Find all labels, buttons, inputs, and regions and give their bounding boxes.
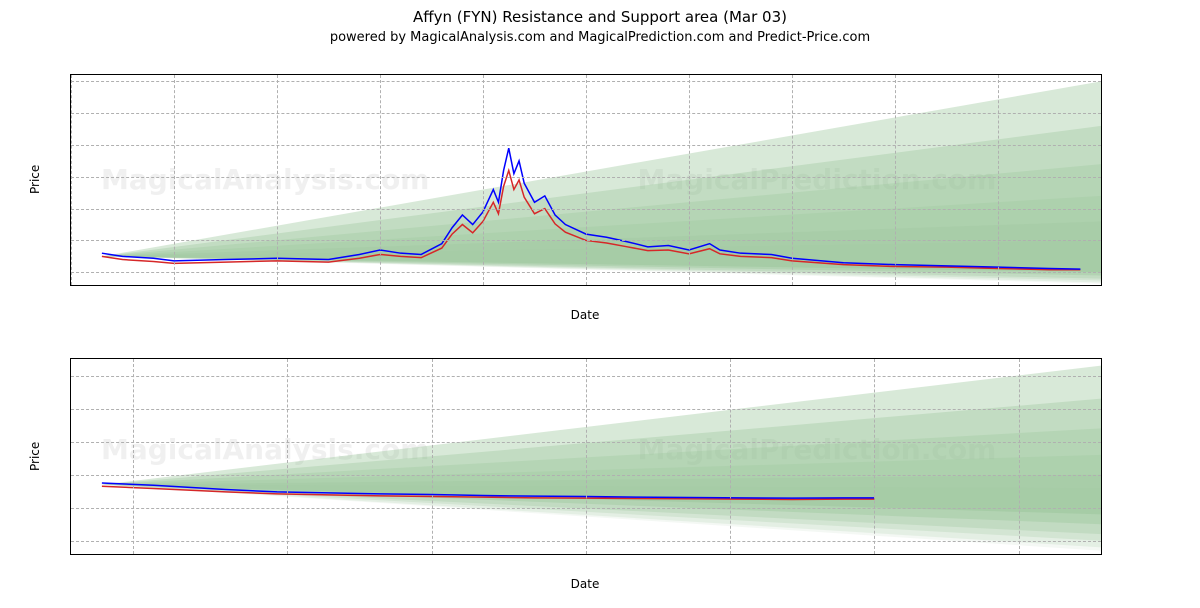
xtick-label: 2025-02-15: [701, 554, 759, 555]
xtick-label: 2024-11: [874, 285, 916, 286]
chart-title: Affyn (FYN) Resistance and Support area …: [0, 8, 1200, 26]
ytick-label: 0.02: [70, 436, 71, 447]
xtick-label: 2023-07: [70, 285, 92, 286]
xtick-label: 2024-07: [668, 285, 710, 286]
xtick-label: 2024-03: [462, 285, 504, 286]
ytick-label: 0.03: [70, 403, 71, 414]
xtick-label: 2025-03-01: [845, 554, 903, 555]
bottom-plot-area: MagicalAnalysis.com MagicalPrediction.co…: [70, 358, 1102, 555]
xtick-label: 2024-05: [565, 285, 607, 286]
xtick-label: 2023-11: [256, 285, 298, 286]
xtick-label: 2024-01: [359, 285, 401, 286]
xtick-label: 2025-03: [1080, 285, 1102, 286]
ytick-label: −0.01: [70, 535, 71, 546]
xtick-label: 2025-03-15: [990, 554, 1048, 555]
xtick-label: 2025-01: [977, 285, 1019, 286]
x-axis-label: Date: [70, 577, 1100, 591]
xtick-label: 2025-02-01: [557, 554, 615, 555]
top-plot-area: MagicalAnalysis.com MagicalPrediction.co…: [70, 74, 1102, 286]
xtick-label: 2024-12-15: [104, 554, 162, 555]
xtick-label: 2025-01-15: [402, 554, 460, 555]
ytick-label: 0.01: [70, 469, 71, 480]
xtick-label: 2023-09: [153, 285, 195, 286]
y-axis-label: Price: [28, 441, 42, 470]
xtick-label: 2025-01-01: [258, 554, 316, 555]
x-axis-label: Date: [70, 308, 1100, 322]
y-axis-label: Price: [28, 165, 42, 194]
chart-subtitle: powered by MagicalAnalysis.com and Magic…: [0, 30, 1200, 45]
xtick-label: 2024-09: [771, 285, 813, 286]
ytick-label: 0.00: [70, 502, 71, 513]
ytick-label: 0.04: [70, 370, 71, 381]
